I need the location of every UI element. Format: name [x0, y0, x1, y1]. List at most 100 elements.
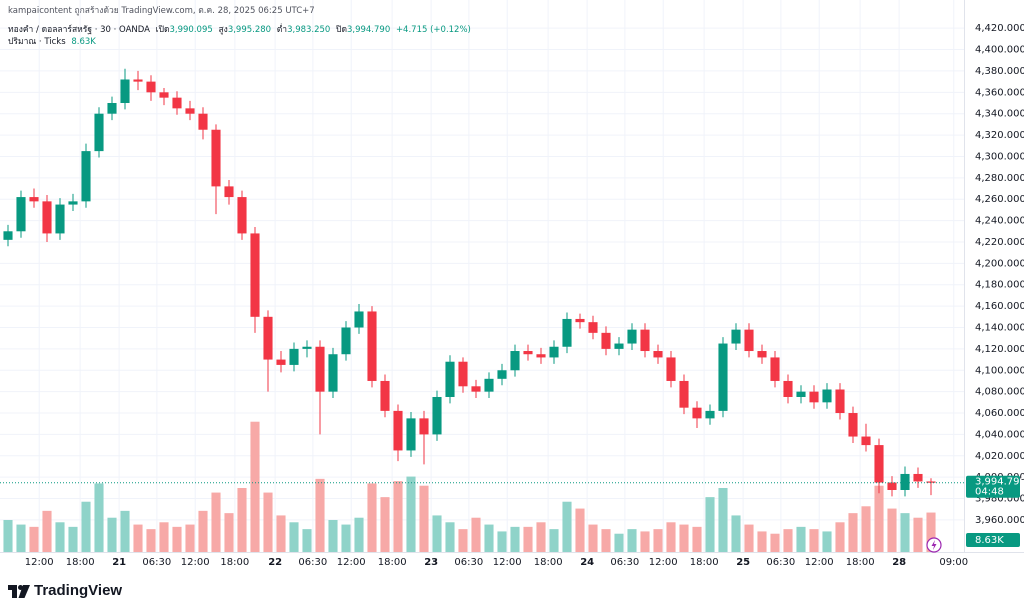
candles [3, 68, 936, 497]
volume-bar [380, 497, 390, 552]
candle-body [16, 197, 26, 232]
candle-body [211, 129, 221, 187]
x-tick-label: 12:00 [25, 557, 54, 568]
x-tick-label: 12:00 [493, 557, 522, 568]
y-tick-label: 4,120.000 [975, 344, 1024, 355]
brand: TradingView [34, 582, 123, 599]
candle-body [549, 346, 559, 358]
x-tick-label: 21 [112, 557, 126, 568]
candle-body [575, 318, 585, 323]
volume-bar [484, 524, 494, 552]
volume-bar [16, 524, 26, 552]
axes: 3,960.0003,980.0004,000.0004,020.0004,04… [0, 23, 1024, 568]
y-tick-label: 4,200.000 [975, 258, 1024, 269]
volume-bar [588, 524, 598, 552]
volume-bar [471, 517, 481, 552]
x-tick-label: 18:00 [220, 557, 249, 568]
y-tick-label: 4,020.000 [975, 451, 1024, 462]
volume-bar [81, 501, 91, 552]
candle-body [757, 351, 767, 358]
candle-body [276, 359, 286, 365]
x-tick-label: 18:00 [66, 557, 95, 568]
volume-label: 8.63K [975, 535, 1004, 546]
candle-body [731, 329, 741, 344]
ohlc-label: ปิด [336, 25, 347, 35]
volume-bar [575, 508, 585, 552]
candle-body [29, 197, 39, 202]
candle-body [692, 407, 702, 419]
candle-body [289, 348, 299, 365]
volume-bar [3, 520, 13, 552]
volume-bar [913, 517, 923, 552]
volume-bar [146, 529, 156, 552]
y-tick-label: 3,960.000 [975, 515, 1024, 526]
volume-bar [692, 526, 702, 552]
candle-body [198, 113, 208, 130]
volume-bar [42, 510, 52, 552]
volume-bar [666, 522, 676, 552]
candle-body [770, 357, 780, 381]
grid [0, 0, 964, 552]
candle-body [809, 391, 819, 403]
candle-body [835, 389, 845, 414]
candle-body [887, 482, 897, 490]
volume-bar [757, 531, 767, 552]
candle-body [588, 322, 598, 333]
candle-body [523, 351, 533, 355]
y-tick-label: 4,340.000 [975, 109, 1024, 120]
volume-bar [445, 522, 455, 552]
volume-bar [159, 522, 169, 552]
x-tick-label: 06:30 [142, 557, 171, 568]
volume-bar [237, 488, 247, 552]
y-tick-label: 4,180.000 [975, 280, 1024, 291]
volume-bar [653, 529, 663, 552]
y-tick-label: 4,300.000 [975, 151, 1024, 162]
ohlc-value: 3,994.790 [346, 25, 391, 35]
volume-bar [198, 510, 208, 552]
volume-bar [185, 524, 195, 552]
y-tick-label: 4,240.000 [975, 216, 1024, 227]
x-tick-label: 06:30 [766, 557, 795, 568]
x-tick-label: 25 [736, 557, 750, 568]
volume-bar [432, 515, 442, 552]
x-tick-label: 18:00 [846, 557, 875, 568]
x-tick-label: 06:30 [610, 557, 639, 568]
candle-body [120, 79, 130, 104]
ohlc-label: ต่ำ [276, 25, 288, 35]
candle-body [302, 346, 312, 349]
candle-body [822, 389, 832, 403]
volume-value: 8.63K [71, 37, 96, 47]
volume-bar [601, 529, 611, 552]
legend-volume: ปริมาณ · Ticks 8.63K [8, 34, 99, 48]
volume-bar [796, 526, 806, 552]
volume-bar [263, 492, 273, 552]
volume-bar [328, 520, 338, 552]
x-tick-label: 12:00 [337, 557, 366, 568]
volume-bar [211, 492, 221, 552]
x-tick-label: 22 [268, 557, 282, 568]
candle-body [874, 445, 884, 483]
y-tick-label: 4,260.000 [975, 194, 1024, 205]
volume-bar [94, 483, 104, 552]
y-tick-label: 4,220.000 [975, 237, 1024, 248]
volume-bar [172, 526, 182, 552]
volume-bar [55, 522, 65, 552]
volume-bar [419, 485, 429, 552]
y-tick-label: 4,100.000 [975, 365, 1024, 376]
candle-body [146, 81, 156, 93]
candle-body [666, 357, 676, 381]
candle-body [614, 343, 624, 349]
candle-body [172, 97, 182, 109]
candle-body [536, 354, 546, 358]
candle-body [445, 361, 455, 397]
volume-bar [406, 476, 416, 552]
x-tick-label: 06:30 [298, 557, 327, 568]
volume-bar [640, 531, 650, 552]
volume-label-box [966, 533, 1020, 547]
change: +4.715 (+0.12%) [395, 25, 471, 35]
volume-bar [68, 526, 78, 552]
candle-body [796, 391, 806, 397]
volume-pane [3, 421, 936, 552]
candle-body [107, 103, 117, 114]
volume-bar [861, 506, 871, 552]
